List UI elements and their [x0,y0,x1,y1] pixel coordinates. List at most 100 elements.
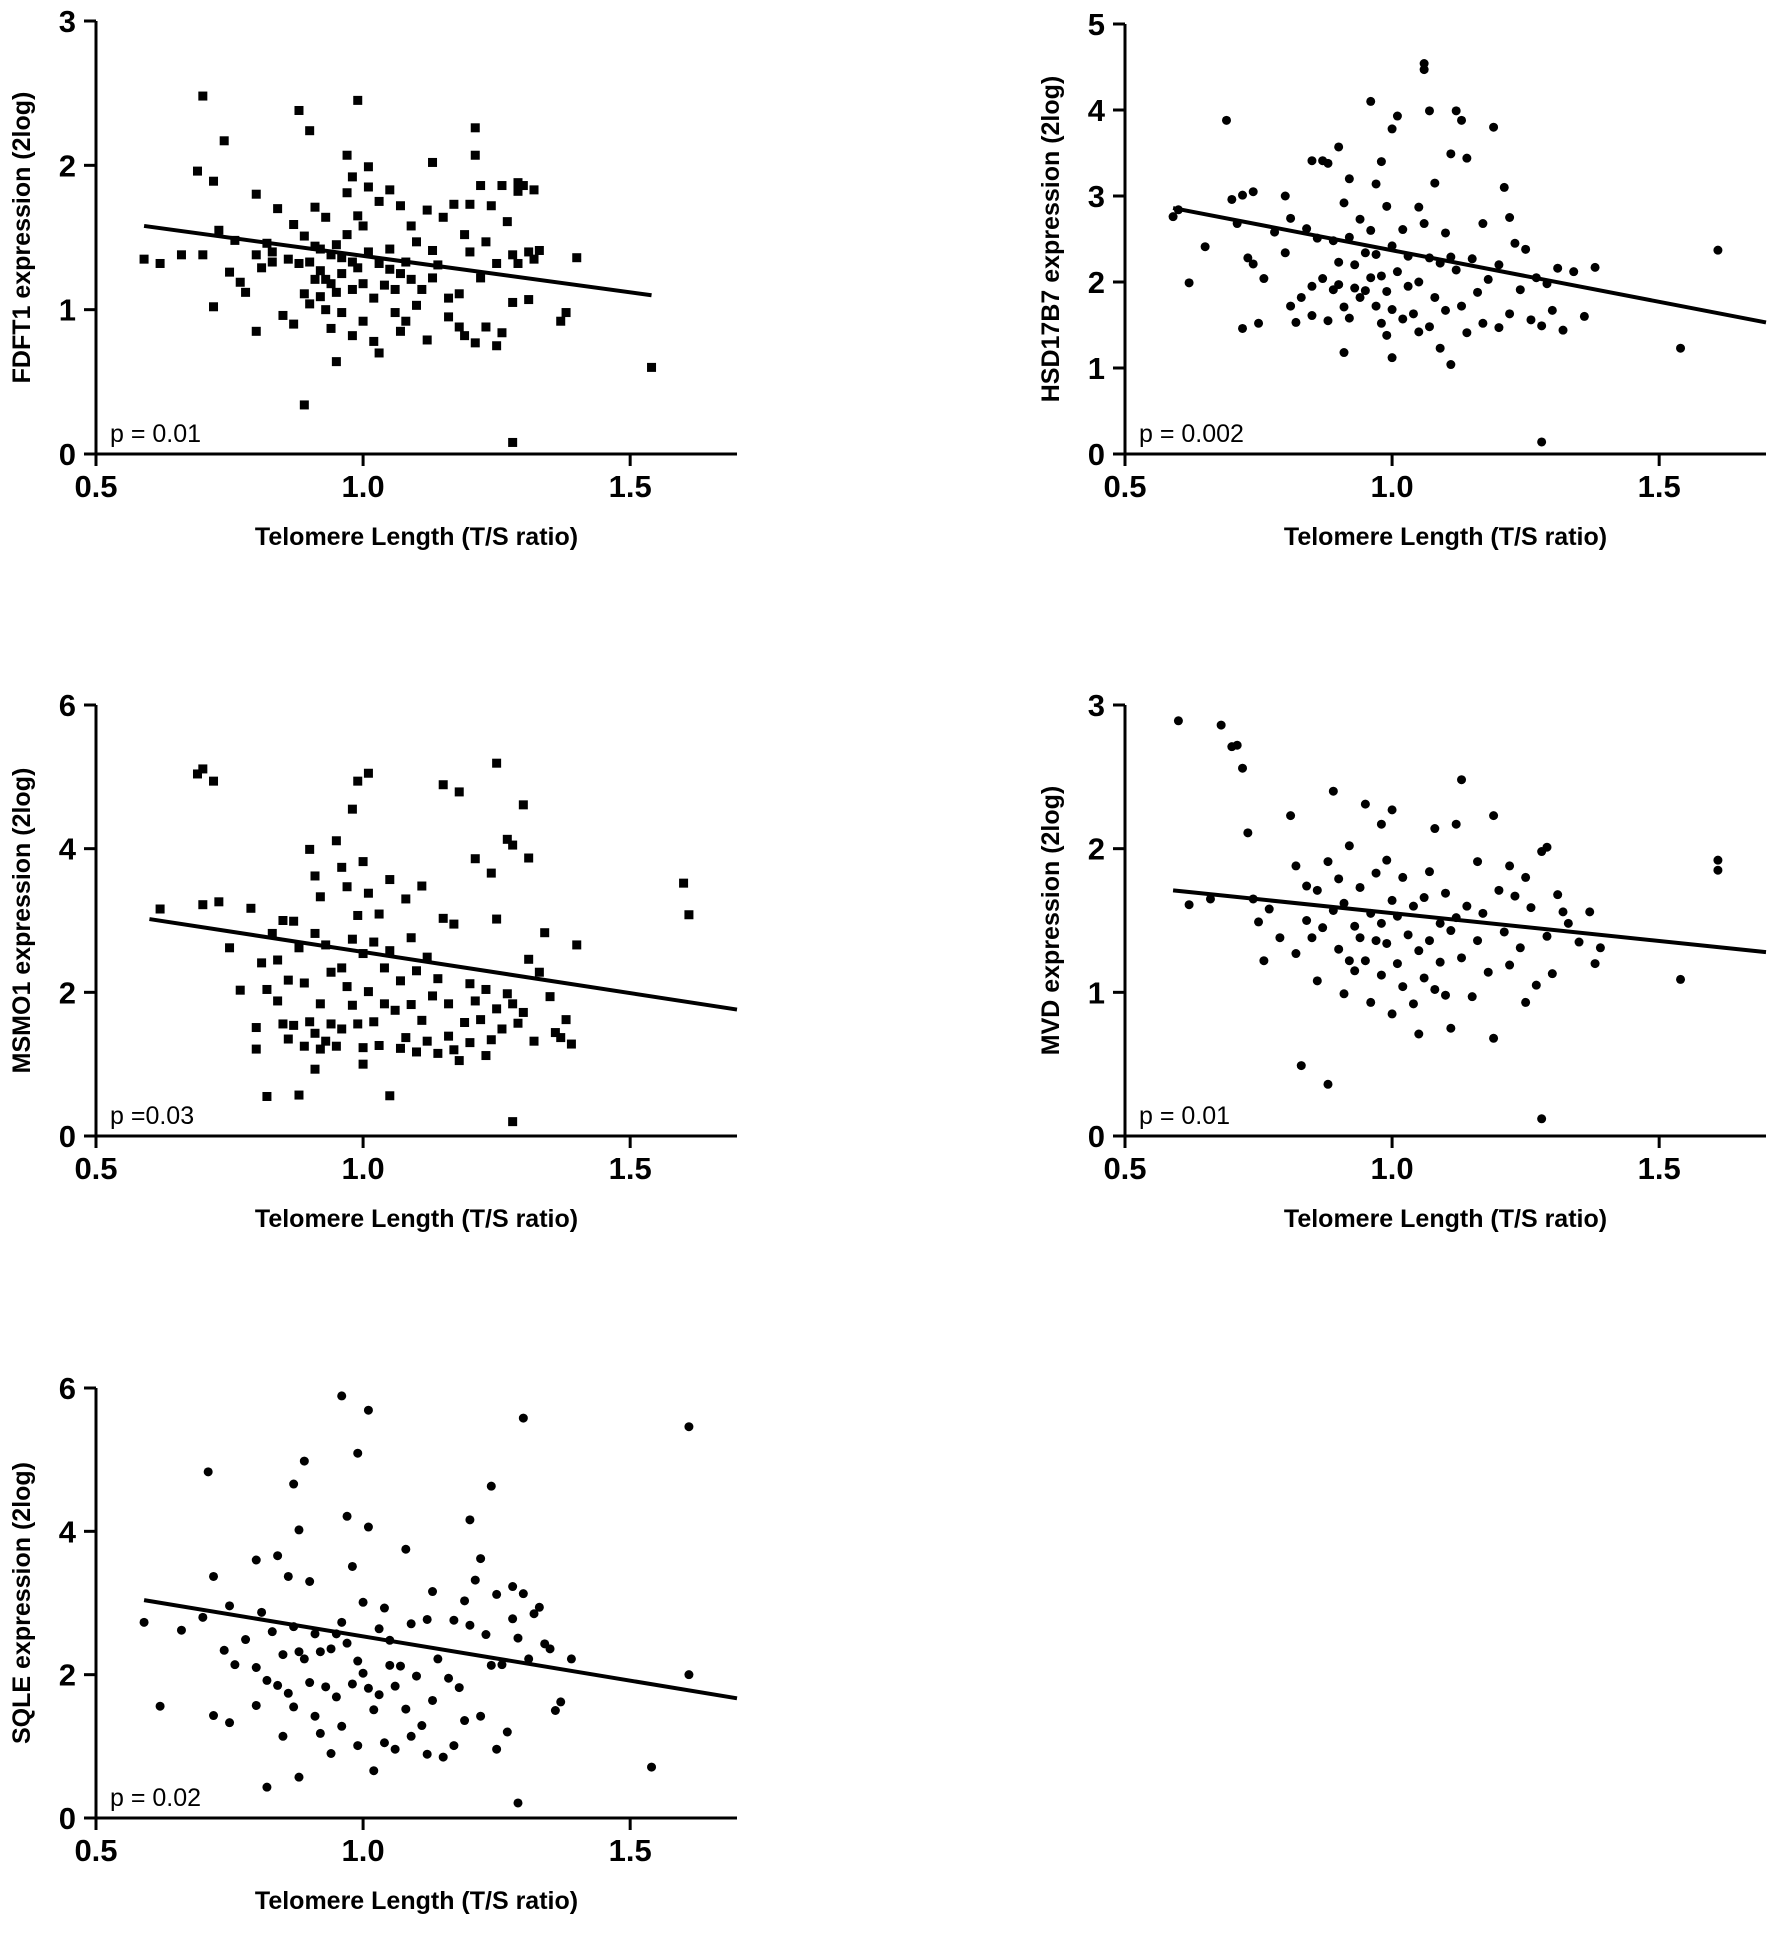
data-point [347,257,357,267]
data-point [273,204,283,214]
y-tick-label: 0 [1088,437,1105,472]
panel-msmo1: 0 2 4 6 0.5 1.0 1.5 Telomere Length (T/S ratio)… [8,688,738,1233]
data-point [1344,313,1354,323]
data-point [481,322,491,332]
data-point [310,871,320,881]
data-point [1238,323,1248,333]
data-point [401,1544,411,1554]
data-point [508,250,518,260]
data-point [235,277,245,287]
x-tick-label: 1.0 [342,1833,385,1868]
data-point [1408,999,1418,1009]
data-point [374,258,384,268]
x-axis-label: Telomere Length (T/S ratio) [255,1205,578,1233]
data-point [363,247,373,257]
data-point [299,231,309,241]
data-point [379,999,389,1009]
data-point [219,1645,229,1655]
data-point [1382,938,1392,948]
y-tick-label: 2 [1088,832,1105,867]
data-point [347,804,357,814]
data-point [1441,228,1450,238]
data-point [1408,309,1418,319]
y-tick-label: 6 [59,688,76,723]
data-point [433,1048,443,1058]
x-axis-label: Telomere Length (T/S ratio) [255,523,578,551]
data-point [347,1561,357,1571]
data-point [1323,158,1333,168]
y-tick-label: 6 [59,1371,76,1406]
data-point [278,1019,288,1029]
data-point [294,1090,304,1100]
data-point [246,903,256,913]
data-point [374,1690,384,1700]
data-point [1563,918,1573,928]
data-point [1248,187,1258,197]
data-point [476,181,486,191]
data-point [262,984,272,994]
p-value-annotation: p = 0.01 [110,420,201,448]
data-point [422,952,432,962]
y-axis-label: HSD17B7 expression (2log) [1037,76,1065,403]
data-point [1350,283,1360,293]
data-point [1446,149,1456,159]
y-tick-label: 3 [1088,688,1105,723]
data-point [428,157,438,167]
data-point [273,955,283,965]
data-point [374,348,384,358]
data-point [465,1620,475,1630]
data-point [428,273,438,283]
data-point [358,1059,368,1069]
data-point [251,1555,261,1565]
data-point [422,1614,432,1624]
data-point [139,1617,149,1627]
data-point [401,1033,411,1043]
data-point [406,1731,416,1741]
data-point [321,305,331,315]
data-point [1537,321,1547,331]
data-point [444,293,454,303]
data-point [470,854,480,864]
p-value-annotation: p =0.03 [110,1102,194,1130]
data-point [374,1624,384,1634]
data-point [1387,805,1397,815]
data-point [1376,918,1386,928]
data-point [1392,111,1402,121]
data-point [1371,868,1381,878]
data-point [1547,305,1557,315]
data-point [385,1660,395,1670]
data-point [1473,287,1483,297]
data-point [257,1607,267,1617]
data-point [353,95,363,105]
data-point [379,1738,389,1748]
data-point [422,1749,432,1759]
data-point [267,1627,277,1637]
data-point [545,1644,555,1654]
data-point [1424,867,1434,877]
data-point [470,150,480,160]
data-point [534,1602,544,1612]
data-point [1521,244,1531,254]
data-point [1424,106,1434,116]
data-point [1478,219,1488,229]
data-point [1307,281,1317,291]
data-point [572,940,582,950]
data-point [283,975,293,985]
data-point [684,1422,694,1432]
y-tick-label: 1 [1088,975,1105,1010]
x-tick-label: 1.5 [609,1151,652,1186]
data-point [1531,980,1541,990]
data-point [422,205,432,215]
data-point [1414,327,1424,337]
x-tick-label: 1.0 [342,1151,385,1186]
data-point [374,1040,384,1050]
data-point [1173,716,1183,726]
data-point [449,199,459,209]
data-point [556,316,566,326]
data-point [1462,153,1472,163]
data-point [1344,174,1354,184]
data-point [353,1656,363,1666]
data-point [1569,267,1579,277]
x-tick-label: 1.0 [342,469,385,504]
data-point [353,776,363,786]
